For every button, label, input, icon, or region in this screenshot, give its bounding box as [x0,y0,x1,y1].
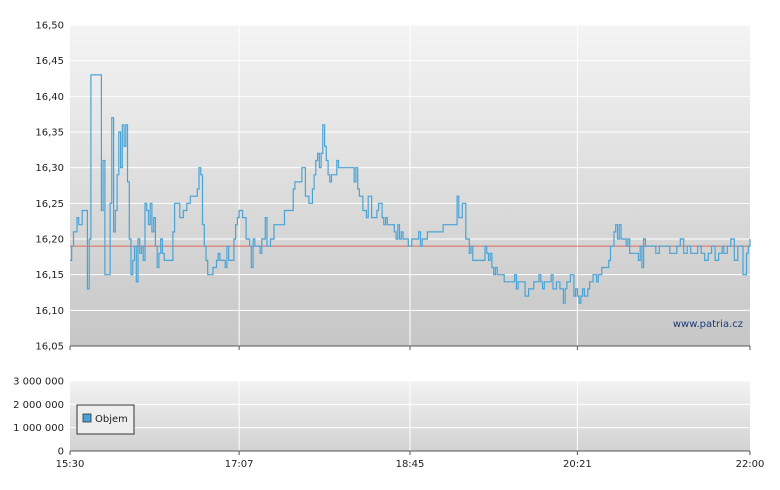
legend-label: Objem [95,414,128,425]
price-y-tick-label: 16,15 [35,270,64,281]
x-tick-label: 17:07 [225,459,254,470]
price-x-tick-marks [69,346,751,350]
volume-y-tick-label: 3 000 000 [13,377,64,388]
legend-swatch [82,413,92,423]
price-y-tick-label: 16,25 [35,199,64,210]
volume-y-tick-label: 1 000 000 [13,423,64,434]
price-y-tick-label: 16,10 [35,306,64,317]
legend: Objem [76,404,135,435]
price-y-tick-label: 16,50 [35,21,64,32]
price-gridlines [70,24,750,347]
x-tick-label: 20:21 [563,459,592,470]
price-y-tick-label: 16,30 [35,163,64,174]
price-y-tick-label: 16,05 [35,342,64,353]
price-y-tick-label: 16,40 [35,92,64,103]
volume-y-axis: 0 1 000 000 2 000 000 3 000 000 [13,377,64,458]
x-tick-label: 22:00 [736,459,765,470]
volume-y-tick-label: 2 000 000 [13,400,64,411]
volume-y-tick-label: 0 [58,447,64,458]
price-y-tick-label: 16,45 [35,56,64,67]
price-y-axis: 16,05 16,10 16,15 16,20 16,25 16,30 16,35 16,40… [35,21,64,353]
watermark: www.patria.cz [673,319,743,330]
price-series-line [70,74,751,304]
price-chart: 16,05 16,10 16,15 16,20 16,25 16,30 16,35 16,40… [35,21,751,353]
x-axis-time: 15:30 17:07 18:45 20:21 22:00 [56,451,765,470]
price-y-tick-label: 16,20 [35,235,64,246]
price-y-tick-label: 16,35 [35,128,64,139]
x-tick-label: 18:45 [396,459,425,470]
x-tick-label: 15:30 [56,459,85,470]
